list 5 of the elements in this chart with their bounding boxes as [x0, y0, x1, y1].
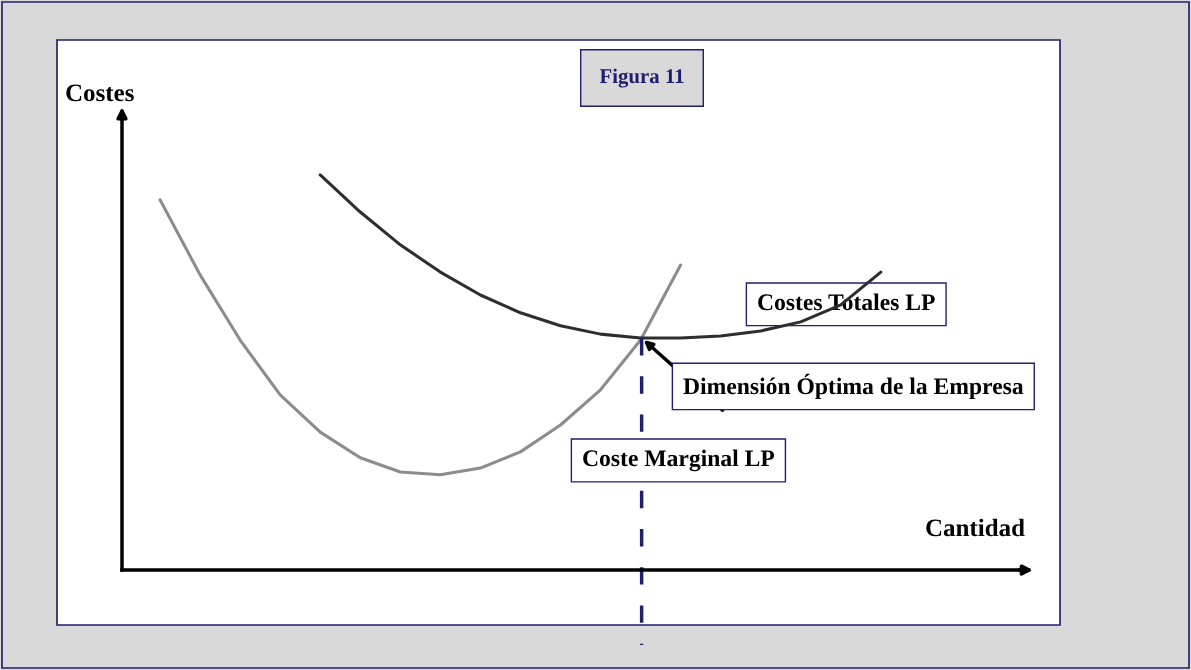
- x-axis-title: Cantidad: [926, 518, 1025, 537]
- annotation: Dimensión Óptima de la Empresa: [683, 373, 1024, 400]
- y-axis-title: Costes: [66, 84, 134, 102]
- chart-title: Figura 11: [599, 68, 684, 88]
- series-label: Coste Marginal LP: [583, 449, 775, 472]
